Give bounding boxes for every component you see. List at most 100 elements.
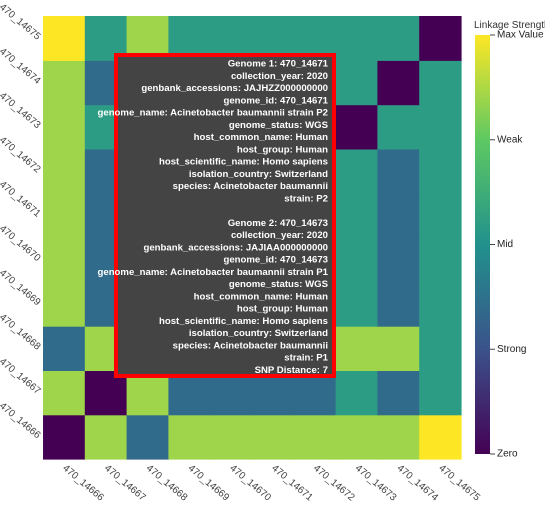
heatmap-cell[interactable] xyxy=(335,193,378,239)
heatmap-cell[interactable] xyxy=(377,370,420,416)
colorbar-ticks: Max Value Weak Mid Strong Zero xyxy=(490,30,544,460)
y-tick-label: 470_14667 xyxy=(0,356,43,397)
heatmap-cell[interactable] xyxy=(419,281,462,327)
heatmap-cell[interactable] xyxy=(377,104,420,150)
heatmap-cell[interactable] xyxy=(252,414,295,460)
tooltip-line: genbank_accessions: JAJHZZ000000000 xyxy=(141,83,328,94)
y-tick-label: 470_14669 xyxy=(0,268,43,309)
tooltip-highlight-border xyxy=(114,53,336,378)
tooltip-line: collection_year: 2020 xyxy=(231,71,328,82)
tooltip-line: host_group: Human xyxy=(237,304,328,315)
heatmap-cell[interactable] xyxy=(335,60,378,106)
colorbar-title: Linkage Strength xyxy=(474,20,545,31)
tooltip-line: genome_status: WGS xyxy=(229,279,329,290)
heatmap-cell[interactable] xyxy=(335,104,378,150)
heatmap-cell[interactable] xyxy=(43,281,86,327)
tooltip-line: genome_id: 470_14671 xyxy=(223,95,328,106)
tooltip-line: host_scientific_name: Homo sapiens xyxy=(159,316,328,327)
heatmap-cell[interactable] xyxy=(377,148,420,194)
tooltip-line: SNP Distance: 7 xyxy=(255,365,328,376)
heatmap-cell[interactable] xyxy=(84,414,128,460)
tooltip-line: species: Acinetobacter baumannii xyxy=(173,181,328,192)
x-tick-label: 470_14666 xyxy=(60,463,106,504)
heatmap-cell[interactable] xyxy=(377,16,420,61)
y-tick-label: 470_14666 xyxy=(0,401,43,442)
tooltip-line: strain: P2 xyxy=(284,193,328,204)
y-axis-ticks: 470_14666470_14667470_14668470_14669470_… xyxy=(0,2,43,442)
heatmap-cell[interactable] xyxy=(377,60,420,106)
tooltip-line: strain: P1 xyxy=(284,353,328,364)
colorbar: Linkage Strength Max Value Weak Mid Strong Z… xyxy=(474,20,545,460)
colorbar-tick-label: Weak xyxy=(497,134,523,145)
heatmap-cell[interactable] xyxy=(335,370,378,416)
tooltip-line: genome_name: Acinetobacter baumannii str… xyxy=(98,108,329,119)
x-tick-label: 470_14668 xyxy=(144,463,190,504)
heatmap-cell[interactable] xyxy=(293,414,337,460)
heatmap-cell[interactable] xyxy=(43,104,86,150)
y-tick-label: 470_14672 xyxy=(0,135,43,176)
heatmap-cell[interactable] xyxy=(419,148,462,194)
tooltip-line: Genome 2: 470_14673 xyxy=(228,218,328,229)
tooltip-line: genome_status: WGS xyxy=(229,120,329,131)
x-tick-label: 470_14671 xyxy=(269,463,315,504)
heatmap-cell[interactable] xyxy=(419,16,462,61)
tooltip-line: species: Acinetobacter baumannii xyxy=(173,340,328,351)
heatmap-cell[interactable] xyxy=(377,414,420,460)
tooltip-line: collection_year: 2020 xyxy=(231,230,328,241)
heatmap-cell[interactable] xyxy=(377,193,420,239)
heatmap-cell[interactable] xyxy=(377,281,420,327)
y-tick-label: 470_14671 xyxy=(0,179,43,220)
colorbar-gradient xyxy=(475,35,490,454)
heatmap-cell[interactable] xyxy=(43,414,86,460)
tooltip-line: host_common_name: Human xyxy=(194,291,328,302)
x-tick-label: 470_14670 xyxy=(227,463,273,504)
heatmap-cell[interactable] xyxy=(335,16,378,61)
x-axis-ticks: 470_14666470_14667470_14668470_14669470_… xyxy=(60,463,482,504)
tooltip-line: genome_name: Acinetobacter baumannii str… xyxy=(98,267,329,278)
heatmap-cell[interactable] xyxy=(43,237,86,283)
heatmap-cell[interactable] xyxy=(377,237,420,283)
heatmap-cell[interactable] xyxy=(168,414,211,460)
heatmap-cell[interactable] xyxy=(419,60,462,106)
heatmap-cell[interactable] xyxy=(419,414,462,460)
heatmap-cell[interactable] xyxy=(419,193,462,239)
heatmap-cell[interactable] xyxy=(43,370,86,416)
heatmap-cell[interactable] xyxy=(43,60,86,106)
heatmap-cell[interactable] xyxy=(335,237,378,283)
y-tick-label: 470_14668 xyxy=(0,312,43,353)
heatmap-cell[interactable] xyxy=(377,326,420,371)
heatmap-cell[interactable] xyxy=(419,237,462,283)
heatmap-cell[interactable] xyxy=(335,414,378,460)
tooltip-background xyxy=(116,55,334,376)
heatmap-cell[interactable] xyxy=(43,16,86,61)
colorbar-tick-label: Zero xyxy=(497,449,518,460)
x-tick-label: 470_14672 xyxy=(311,463,357,504)
heatmap-cell[interactable] xyxy=(335,148,378,194)
heatmap-cell[interactable] xyxy=(43,326,86,371)
x-tick-label: 470_14667 xyxy=(102,463,148,504)
heatmap-cell[interactable] xyxy=(419,370,462,416)
colorbar-tick-label: Strong xyxy=(497,344,526,355)
tooltip-line: genbank_accessions: JAJIAA000000000 xyxy=(143,242,328,253)
heatmap-cell[interactable] xyxy=(210,414,253,460)
heatmap-cell[interactable] xyxy=(419,326,462,371)
y-tick-label: 470_14670 xyxy=(0,223,43,264)
heatmap-cell[interactable] xyxy=(335,281,378,327)
tooltip-line: host_scientific_name: Homo sapiens xyxy=(159,157,328,168)
heatmap-cell[interactable] xyxy=(335,326,378,371)
heatmap-cell[interactable] xyxy=(43,193,86,239)
colorbar-tick-label: Mid xyxy=(497,239,513,250)
heatmap-cell[interactable] xyxy=(43,148,86,194)
heatmap-cell[interactable] xyxy=(419,104,462,150)
y-tick-label: 470_14674 xyxy=(0,46,43,87)
heatmap-cell[interactable] xyxy=(126,414,169,460)
y-tick-label: 470_14673 xyxy=(0,90,43,131)
x-tick-label: 470_14674 xyxy=(395,463,441,504)
tooltip-line: host_common_name: Human xyxy=(194,132,328,143)
x-tick-label: 470_14673 xyxy=(353,463,399,504)
x-tick-label: 470_14669 xyxy=(186,463,232,504)
